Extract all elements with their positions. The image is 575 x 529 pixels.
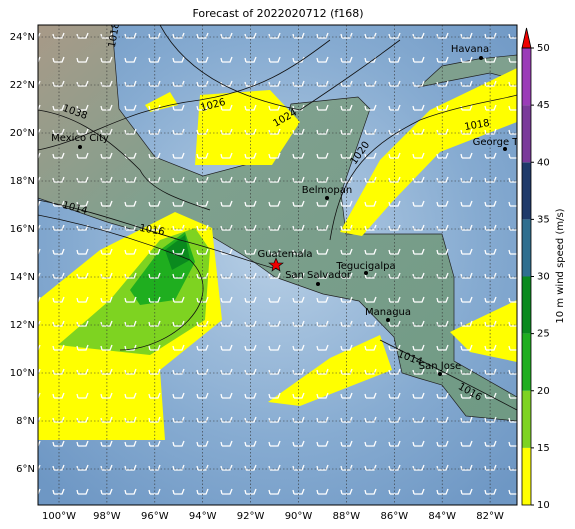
- city-dot: [316, 282, 320, 286]
- lon-label: 94°W: [189, 511, 217, 522]
- graticule: [38, 25, 517, 505]
- city-star: [268, 257, 284, 272]
- lon-label: 84°W: [428, 511, 456, 522]
- lon-label: 98°W: [93, 511, 121, 522]
- isobar: [38, 199, 281, 271]
- lon-label: 100°W: [42, 511, 76, 522]
- lat-label: 10°N: [10, 368, 35, 379]
- lat-label: 16°N: [10, 224, 35, 235]
- isobar: [379, 339, 517, 411]
- city-dot: [438, 372, 442, 376]
- isobar: [159, 25, 401, 111]
- isobar: [38, 39, 331, 151]
- city-label: Mexico City: [51, 133, 109, 144]
- city-label: San Jose: [419, 361, 461, 372]
- lon-label: 88°W: [333, 511, 361, 522]
- colorbar-tick-label: 50: [537, 43, 550, 54]
- colorbar-tick-label: 20: [537, 386, 550, 397]
- colorbar-segment: [522, 390, 531, 448]
- contour-label: 1016: [138, 223, 165, 238]
- lat-label: 24°N: [10, 32, 35, 43]
- colorbar: 10 15 20 25 30 35 40 45 50: [521, 27, 550, 511]
- map-frame: [37, 24, 518, 506]
- colorbar-tick-label: 15: [537, 443, 550, 454]
- city-dot: [479, 56, 483, 60]
- city-dot: [386, 318, 390, 322]
- colorbar-label: 10 m wind speed (m/s): [555, 208, 566, 323]
- lat-label: 18°N: [10, 176, 35, 187]
- lon-label: 82°W: [476, 511, 504, 522]
- isobar: [38, 214, 204, 351]
- lon-label: 90°W: [285, 511, 313, 522]
- colorbar-segment: [522, 162, 531, 220]
- city-label: Tegucigalpa: [335, 261, 395, 272]
- axes: 100°W 98°W 96°W 94°W 92°W 90°W 88°W 86°W 84°W 82°…: [10, 32, 504, 522]
- isobar: [38, 109, 211, 211]
- colorbar-tick-label: 25: [537, 329, 550, 340]
- colorbar-segment: [522, 333, 531, 391]
- lon-label: 86°W: [380, 511, 408, 522]
- colorbar-segment: [522, 105, 531, 163]
- colorbar-extend: [521, 27, 532, 49]
- lat-label: 22°N: [10, 80, 35, 91]
- title: Forecast of 2022020712 (f168): [192, 7, 363, 20]
- colorbar-tick-label: 10: [537, 500, 550, 511]
- cities: Havana George Town Mexico City Belmopan Guat…: [51, 44, 538, 376]
- colorbar-segment: [522, 447, 531, 505]
- lat-label: 12°N: [10, 320, 35, 331]
- colorbar-tick-label: 30: [537, 272, 550, 283]
- city-dot: [78, 145, 82, 149]
- colorbar-tick-label: 35: [537, 214, 550, 225]
- colorbar-segment: [522, 276, 531, 334]
- lat-label: 8°N: [16, 416, 35, 427]
- city-dot: [364, 271, 368, 275]
- city-label: Belmopan: [302, 185, 352, 196]
- isobar: [329, 94, 517, 241]
- colorbar-tick-label: 45: [537, 100, 550, 111]
- lon-label: 92°W: [237, 511, 265, 522]
- city-label: Guatemala: [257, 249, 312, 260]
- colorbar-segment: [522, 219, 531, 277]
- colorbar-segment: [522, 48, 531, 106]
- colorbar-tick-label: 40: [537, 157, 550, 168]
- contour-label: 1018: [464, 118, 491, 133]
- lat-label: 14°N: [10, 272, 35, 283]
- contour-label: 1018: [107, 22, 122, 49]
- city-label: Managua: [365, 307, 411, 318]
- map: Havana George Town Mexico City Belmopan Guat…: [38, 22, 538, 505]
- lon-label: 96°W: [141, 511, 169, 522]
- lat-label: 20°N: [10, 128, 35, 139]
- city-dot: [325, 196, 329, 200]
- city-label: San Salvador: [285, 270, 352, 281]
- city-label: Havana: [451, 44, 489, 55]
- lat-label: 6°N: [16, 464, 35, 475]
- city-dot: [503, 147, 507, 151]
- city-label: George Town: [473, 137, 538, 148]
